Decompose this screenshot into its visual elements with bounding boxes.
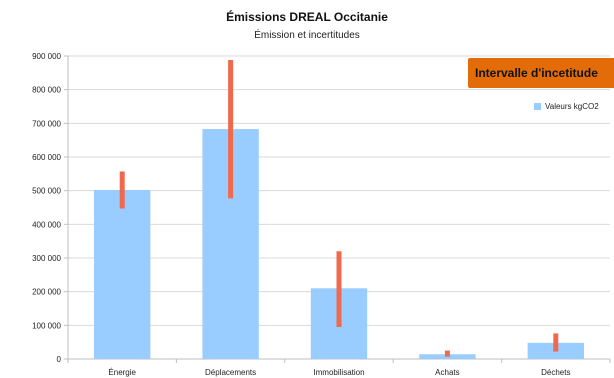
annotation-label: Intervalle d'incetitude xyxy=(468,58,614,88)
bar xyxy=(94,189,151,359)
y-tick-label: 200 000 xyxy=(32,288,61,297)
x-tick-label: Déchets xyxy=(541,368,570,377)
x-tick-label: Immobilisation xyxy=(313,368,364,377)
legend: Valeurs kgCO2 xyxy=(534,99,599,113)
y-tick-label: 500 000 xyxy=(32,187,61,196)
y-tick-label: 900 000 xyxy=(32,52,61,61)
y-tick-label: 700 000 xyxy=(32,119,61,128)
y-tick-label: 300 000 xyxy=(32,254,61,263)
y-tick-label: 400 000 xyxy=(32,220,61,229)
legend-label: Valeurs kgCO2 xyxy=(545,101,599,111)
y-tick-label: 600 000 xyxy=(32,153,61,162)
x-tick-label: Achats xyxy=(435,368,459,377)
chart-subtitle: Émission et incertitudes xyxy=(254,30,360,41)
x-tick-label: Déplacements xyxy=(205,368,256,377)
legend-swatch xyxy=(534,102,541,110)
y-tick-label: 100 000 xyxy=(32,321,61,330)
chart-title: Émissions DREAL Occitanie xyxy=(226,10,388,24)
x-tick-label: Énergie xyxy=(108,368,136,377)
y-tick-label: 800 000 xyxy=(32,86,61,95)
y-tick-label: 0 xyxy=(57,355,62,364)
